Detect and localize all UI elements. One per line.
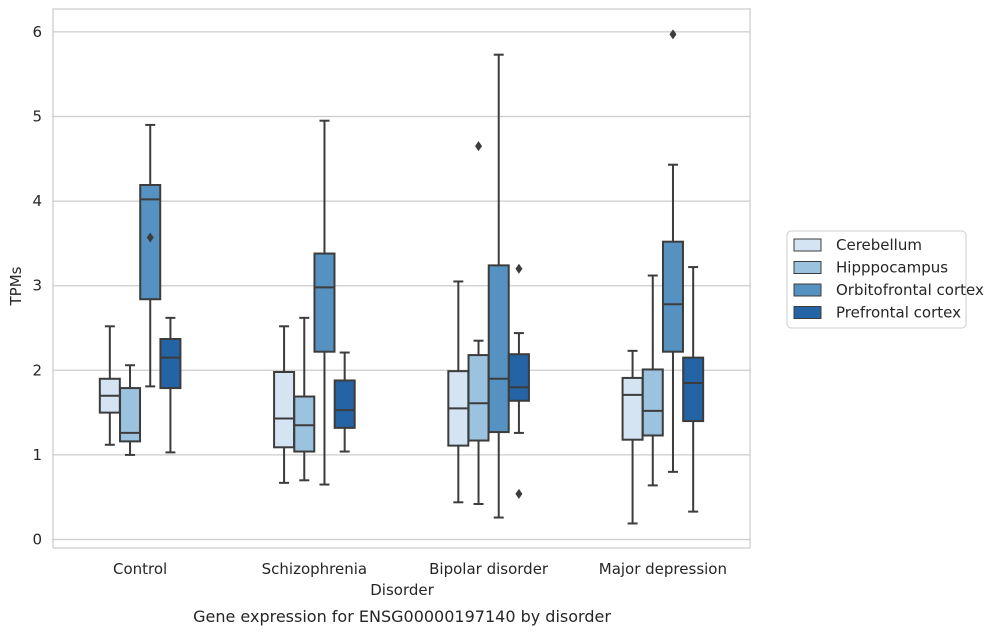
box-orbitofrontal-cortex <box>313 119 336 486</box>
box-cerebellum <box>447 280 470 504</box>
box-prefrontal-cortex <box>159 316 182 454</box>
box-prefrontal-cortex <box>333 351 356 453</box>
box-orbitofrontal-cortex <box>139 123 162 388</box>
chart-caption: Gene expression for ENSG00000197140 by d… <box>193 607 611 626</box>
box-prefrontal-cortex <box>507 263 530 499</box>
y-tick-label: 5 <box>32 107 42 125</box>
legend-items: Cerebellum Hipppocampus Orbitofrontal cort… <box>793 236 984 322</box>
legend-label: Cerebellum <box>836 236 922 254</box>
box-cerebellum <box>98 325 121 446</box>
x-tick-label: Schizophrenia <box>262 560 367 578</box>
iqr-box <box>487 264 510 434</box>
legend-swatch <box>793 283 822 297</box>
legend: Cerebellum Hipppocampus Orbitofrontal cort… <box>786 230 984 329</box>
iqr-box <box>641 368 664 437</box>
legend-swatch <box>793 306 822 319</box>
iqr-box <box>621 376 644 441</box>
box-prefrontal-cortex <box>682 266 705 513</box>
iqr-box <box>293 395 316 453</box>
legend-frame <box>786 230 967 329</box>
legend-label: Orbitofrontal cortex <box>836 281 984 299</box>
outlier-point <box>475 141 483 152</box>
iqr-box <box>682 356 705 423</box>
x-axis-label: Disorder <box>370 581 434 599</box>
y-tick-label: 4 <box>32 192 42 210</box>
y-tick-label: 2 <box>32 361 42 379</box>
iqr-box <box>273 371 296 449</box>
y-tick-label: 6 <box>32 23 42 41</box>
y-tick-labels: 0 1 2 3 4 5 6 <box>32 23 42 549</box>
x-tick-label: Bipolar disorder <box>429 560 549 578</box>
y-tick-label: 0 <box>32 531 42 549</box>
outlier-point <box>515 488 523 499</box>
iqr-box <box>467 354 490 442</box>
y-axis-label: TPMs <box>7 266 25 306</box>
box-hipppocampus <box>641 274 664 487</box>
box-series <box>98 29 705 525</box>
legend-label: Hipppocampus <box>836 259 948 277</box>
box-orbitofrontal-cortex <box>487 53 510 519</box>
outlier-point <box>515 263 523 274</box>
x-tick-labels: Control Schizophrenia Bipolar disorder Majo… <box>113 560 727 578</box>
iqr-box <box>507 353 530 402</box>
x-tick-label: Major depression <box>599 560 727 578</box>
y-tick-label: 3 <box>32 277 42 295</box>
outlier-point <box>146 232 154 243</box>
iqr-box <box>119 387 142 443</box>
iqr-box <box>313 252 336 353</box>
legend-label: Prefrontal cortex <box>836 304 961 322</box>
outlier-point <box>669 29 677 40</box>
iqr-box <box>159 338 182 390</box>
legend-swatch <box>793 238 822 252</box>
box-hipppocampus <box>119 364 142 456</box>
plot-area <box>53 9 750 548</box>
legend-swatch <box>793 261 822 274</box>
box-orbitofrontal-cortex <box>661 29 684 473</box>
iqr-box <box>661 240 684 353</box>
x-tick-label: Control <box>113 560 167 578</box>
y-tick-label: 1 <box>32 446 42 464</box>
iqr-box <box>333 379 356 429</box>
plot-frame <box>52 8 751 549</box>
box-hipppocampus <box>293 316 316 482</box>
